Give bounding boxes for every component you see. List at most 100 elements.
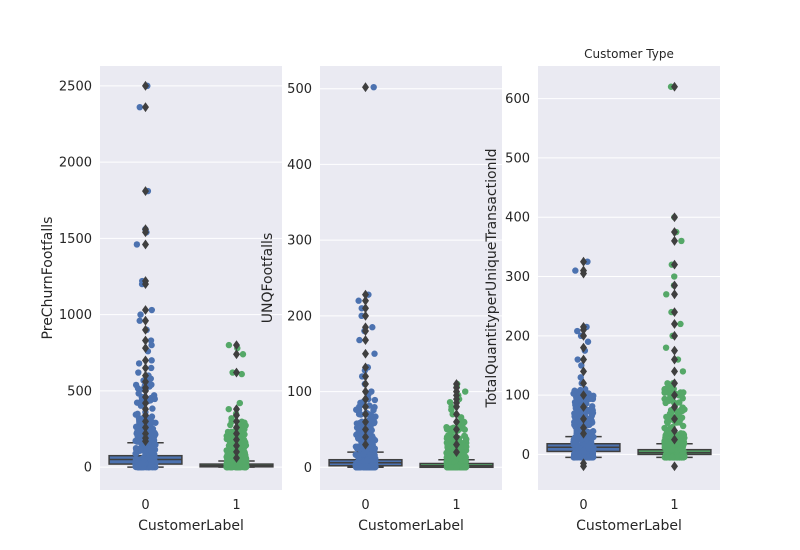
strip-point	[148, 357, 155, 364]
strip-point	[664, 419, 671, 427]
strip-point	[147, 375, 154, 382]
flier-marker	[233, 410, 240, 421]
y-tick-label: 500	[505, 151, 530, 166]
strip-point	[364, 457, 371, 464]
strip-point	[354, 443, 361, 450]
flier-marker	[362, 432, 369, 442]
strip-point	[586, 421, 593, 428]
strip-point	[225, 341, 233, 349]
strip-point	[668, 408, 675, 416]
flier-marker	[142, 343, 149, 354]
strip-point	[134, 385, 142, 392]
flier-marker	[580, 354, 587, 365]
flier-marker	[142, 404, 149, 415]
flier-marker	[142, 335, 149, 346]
strip-point	[356, 336, 363, 344]
flier-marker	[142, 416, 149, 427]
strip-point	[137, 311, 144, 318]
flier-marker	[453, 432, 460, 442]
strip-point	[462, 456, 469, 464]
strip-point	[134, 428, 141, 435]
y-tick-label: 500	[67, 384, 92, 399]
strip-point	[667, 386, 675, 394]
strip-point	[368, 464, 376, 471]
flier-marker	[362, 348, 369, 359]
flier-marker	[233, 404, 240, 415]
strip-point	[677, 445, 684, 453]
strip-point	[371, 396, 379, 404]
strip-point	[663, 291, 670, 298]
strip-point	[588, 440, 595, 447]
flier-marker	[671, 280, 678, 291]
flier-marker	[233, 453, 240, 463]
strip-point	[370, 84, 377, 91]
strip-point	[355, 428, 362, 435]
flier-marker	[362, 386, 369, 397]
strip-point	[457, 444, 465, 452]
x-axis-label: CustomerLabel	[358, 518, 464, 534]
flier-marker	[142, 315, 149, 326]
y-tick-label: 1000	[59, 308, 92, 323]
strip-point	[584, 338, 592, 345]
strip-point	[236, 462, 244, 470]
y-tick-label: 200	[505, 329, 530, 344]
x-tick-label: 0	[361, 498, 369, 513]
x-axis-label: CustomerLabel	[138, 518, 244, 534]
flier-marker	[580, 330, 587, 341]
y-tick-label: 1500	[59, 232, 92, 247]
flier-marker	[362, 424, 369, 435]
strip-point	[371, 350, 378, 357]
flier-marker	[142, 355, 149, 366]
strip-point	[579, 447, 587, 455]
strip-point	[584, 454, 591, 461]
flier-marker	[671, 434, 678, 445]
strip-point	[661, 389, 668, 396]
flier-marker	[671, 289, 678, 300]
y-tick-label: 400	[287, 158, 312, 173]
flier-marker	[142, 422, 149, 433]
flier-marker	[580, 378, 587, 389]
y-tick-label: 500	[287, 82, 312, 97]
flier-marker	[142, 324, 149, 335]
strip-point	[150, 446, 157, 453]
flier-marker	[453, 401, 460, 412]
strip-point	[357, 411, 365, 418]
strip-point	[148, 461, 155, 468]
flier-marker	[671, 366, 678, 377]
strip-point	[371, 403, 378, 411]
y-axis-label: UNQFootfalls	[260, 233, 276, 324]
strip-point	[573, 410, 580, 418]
strip-point	[355, 464, 363, 471]
flier-marker	[671, 259, 678, 270]
strip-point	[571, 398, 579, 406]
y-tick-label: 100	[505, 389, 530, 404]
chart-panel-2: 0 100 200 300 400 500 0 1 CustomerLabel UNQFootfa…	[260, 66, 502, 534]
flier-marker	[362, 335, 369, 345]
strip-point	[224, 461, 232, 468]
strip-point	[570, 436, 578, 443]
strip-point	[132, 450, 139, 457]
flier-marker	[671, 319, 678, 329]
strip-point	[371, 451, 378, 459]
strip-point	[238, 370, 245, 378]
strip-point	[223, 434, 231, 442]
strip-point	[354, 435, 362, 442]
flier-marker	[142, 239, 149, 250]
strip-point	[453, 463, 460, 471]
strip-point	[578, 362, 585, 369]
flier-marker	[362, 439, 369, 450]
strip-point	[677, 320, 684, 328]
y-tick-label: 600	[505, 92, 530, 107]
flier-marker	[362, 303, 369, 314]
flier-marker	[142, 80, 149, 91]
strip-point	[132, 444, 140, 452]
flier-marker	[233, 367, 240, 378]
y-tick-label: 100	[287, 385, 312, 400]
flier-marker	[362, 310, 369, 321]
strip-point	[148, 341, 155, 349]
strip-point	[133, 438, 141, 445]
strip-point	[461, 432, 468, 440]
strip-point	[135, 360, 143, 367]
strip-point	[589, 452, 596, 459]
flier-marker	[580, 342, 587, 353]
